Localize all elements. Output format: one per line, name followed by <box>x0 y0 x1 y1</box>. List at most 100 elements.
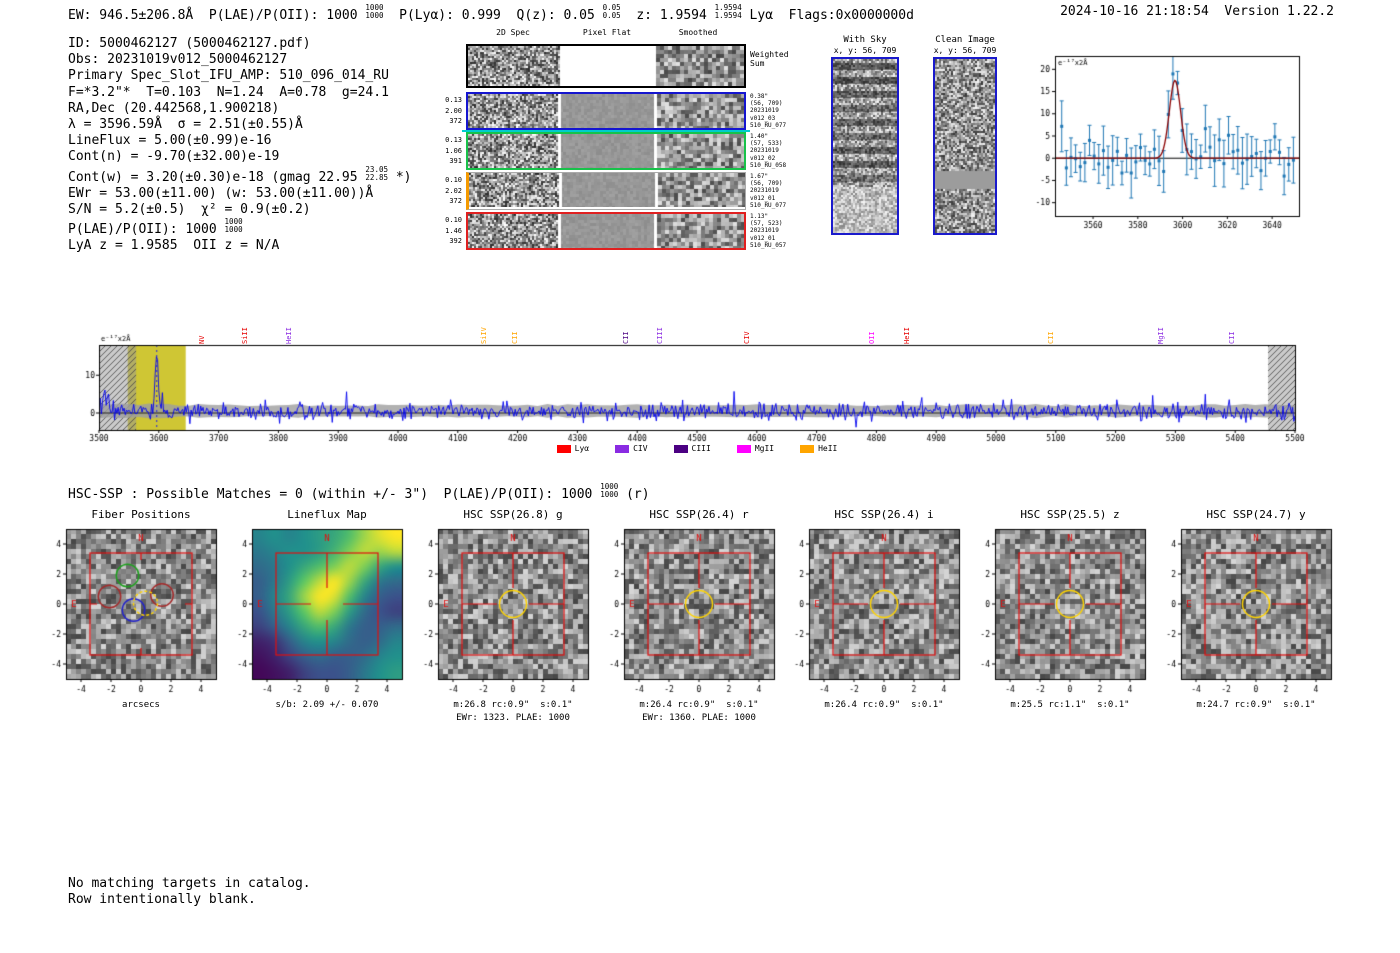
left-label-line: 0.13 <box>445 96 462 104</box>
annotation-line: (56, 709) <box>750 100 783 108</box>
stacked-fraction: 1000 1000 <box>225 218 243 234</box>
left-label-line: 391 <box>449 157 462 165</box>
legend-item: HeII <box>800 444 837 453</box>
info-line: Cont(n) = -9.70(±32.00)e-19 <box>68 149 411 165</box>
annotation-line: 510_RU_077 <box>750 201 787 209</box>
spec2d-row-left-label: 0.13 1.06 391 <box>404 135 462 167</box>
left-label-line: 2.02 <box>445 186 462 195</box>
text-segment: EW: 946.5±206.8Å P(LAE)/P(OII): 1000 <box>68 8 366 23</box>
text-segment: Primary Spec_Slot_IFU_AMP: 510_096_014_R… <box>68 68 389 84</box>
sky-panel-title: Clean Image <box>935 35 995 45</box>
panel-canvas <box>416 526 602 704</box>
annotation-line: v012_02 <box>750 154 776 162</box>
panel-title: Fiber Positions <box>91 508 191 521</box>
annotation-line: v012_01 <box>750 194 776 202</box>
sky-panel-subtitle: x, y: 56, 709 <box>833 46 897 55</box>
annotation-line: 20231019 <box>750 107 779 115</box>
legend-swatch <box>800 444 815 453</box>
footer-note-1: No matching targets in catalog. <box>68 876 311 891</box>
sky-panel-image-frame <box>933 57 997 235</box>
text-segment: P(LAE)/P(OII): 1000 <box>68 222 225 238</box>
left-label-line: 0.10 <box>445 176 462 184</box>
annotation-line: 510_RU_057 <box>750 241 787 249</box>
fraction-top: 1000 <box>365 3 384 12</box>
spec2d-row-annotation: 1.67" (56, 709) 20231019 v012_01 510_RU_077 <box>750 173 786 209</box>
spec2d-row-left-label: 0.13 2.00 372 <box>404 95 462 127</box>
annotation-line: 20231019 <box>750 147 779 155</box>
panel-canvas <box>44 526 230 704</box>
panel-title: Lineflux Map <box>287 508 367 521</box>
emission-line-label: SiII <box>240 327 249 344</box>
spec2d-row-image <box>468 214 744 248</box>
spec2d-row-annotation: 1.13" (57, 523) 20231019 v012_01 510_RU_057 <box>750 213 786 249</box>
text-segment: HSC-SSP : Possible Matches = 0 (within +… <box>68 487 601 502</box>
fraction-bottom: 1000 <box>224 225 243 235</box>
info-line: λ = 3596.59Å σ = 2.51(±0.55)Å <box>68 117 411 133</box>
fraction-top: 1000 <box>600 482 619 491</box>
annotation-line: v012_03 <box>750 114 776 122</box>
info-line: LyA z = 1.9585 OII z = N/A <box>68 238 411 254</box>
left-label-line: 1.46 <box>445 226 462 235</box>
spec2d-row-image <box>468 134 744 168</box>
panel-xlabel: m:26.8 rc:0.9" s:0.1" <box>453 700 573 710</box>
spec2d-row-left-label: 0.10 1.46 392 <box>404 215 462 247</box>
left-label-line: 392 <box>449 237 462 245</box>
spec2d-col-header: 2D Spec <box>496 28 530 37</box>
left-label-line: 372 <box>449 197 462 205</box>
annotation-line: 1.13" <box>750 213 769 220</box>
cutout-panel: HSC SSP(25.5) z m:25.5 rc:1.1" s:0.1" <box>973 508 1159 738</box>
text-segment: Cont(w) = 3.20(±0.30)e-18 (gmag 22.95 <box>68 169 366 185</box>
text-segment: Lyα Flags:0x0000000d <box>741 8 914 23</box>
info-line: LineFlux = 5.00(±0.99)e-16 <box>68 133 411 149</box>
legend-swatch <box>615 444 630 453</box>
info-line: EWr = 53.00(±11.00) (w: 53.00(±11.00))Å <box>68 186 411 202</box>
fraction-bottom: 1.9594 <box>714 11 742 20</box>
weighted-sum-label: Weighted Sum <box>750 50 789 68</box>
emission-line-label: NV <box>197 335 206 344</box>
header-datetime: 2024-10-16 21:18:54 Version 1.22.2 <box>1060 4 1334 19</box>
text-segment: RA,Dec (20.442568,1.900218) <box>68 100 280 116</box>
text-segment: Obs: 20231019v012_5000462127 <box>68 52 288 68</box>
info-line: P(LAE)/P(OII): 1000 1000 1000 <box>68 218 411 238</box>
left-label-line: 0.13 <box>445 136 462 144</box>
weighted-sum-row <box>466 44 746 88</box>
annotation-line: 1.67" <box>750 173 769 180</box>
stacked-fraction: 1.9594 1.9594 <box>715 4 742 20</box>
cutout-panel: Lineflux Map s/b: 2.09 +/- 0.070 <box>230 508 416 738</box>
spec2d-row-left-label: 0.10 2.02 372 <box>404 175 462 207</box>
legend-label: CIV <box>633 444 648 453</box>
spec2d-row <box>466 92 746 130</box>
spec2d-row <box>466 132 746 170</box>
info-line: RA,Dec (20.442568,1.900218) <box>68 101 411 117</box>
legend-item: Lyα <box>556 444 590 453</box>
annotation-line: 510_RU_058 <box>750 161 787 169</box>
legend-label: HeII <box>818 444 838 453</box>
emission-line-label: HeII <box>902 327 911 344</box>
annotation-line: 0.38" <box>750 93 769 100</box>
line-fit-plot <box>1015 50 1315 235</box>
text-segment: LyA z = 1.9585 OII z = N/A <box>68 238 280 254</box>
cutout-panel: HSC SSP(26.4) r m:26.4 rc:0.9" s:0.1" EWr:… <box>602 508 788 738</box>
header-stats: EW: 946.5±206.8Å P(LAE)/P(OII): 1000 100… <box>68 4 914 24</box>
spec2d-row <box>466 172 746 210</box>
left-label-line: 0.10 <box>445 216 462 224</box>
panel-xlabel: arcsecs <box>122 700 160 710</box>
emission-line-label: CII <box>1227 331 1236 344</box>
footer-notes: No matching targets in catalog. Row inte… <box>68 876 311 908</box>
cutout-panel: HSC SSP(26.8) g m:26.8 rc:0.9" s:0.1" EWr:… <box>416 508 602 738</box>
annotation-line: 1.40" <box>750 133 769 140</box>
sky-panel-image <box>935 59 995 233</box>
panel-xlabel2: EWr: 1323. PLAE: 1000 <box>456 713 570 723</box>
text-segment: (r) <box>618 487 650 502</box>
text-segment: ID: 5000462127 (5000462127.pdf) <box>68 36 311 51</box>
spec2d-row-annotation: 0.38" (56, 709) 20231019 v012_03 510_RU_077 <box>750 93 786 129</box>
annotation-line: (56, 709) <box>750 180 783 188</box>
emission-line-label: SiIV <box>480 327 489 344</box>
spectrum-legend: Lyα CIV CIII MgII HeII <box>99 444 1295 453</box>
legend-label: CIII <box>691 444 711 453</box>
fraction-top: 1000 <box>224 217 243 227</box>
legend-label: Lyα <box>574 444 590 453</box>
emission-line-label: MgII <box>1157 327 1166 344</box>
stacked-fraction: 1000 1000 <box>600 483 618 499</box>
